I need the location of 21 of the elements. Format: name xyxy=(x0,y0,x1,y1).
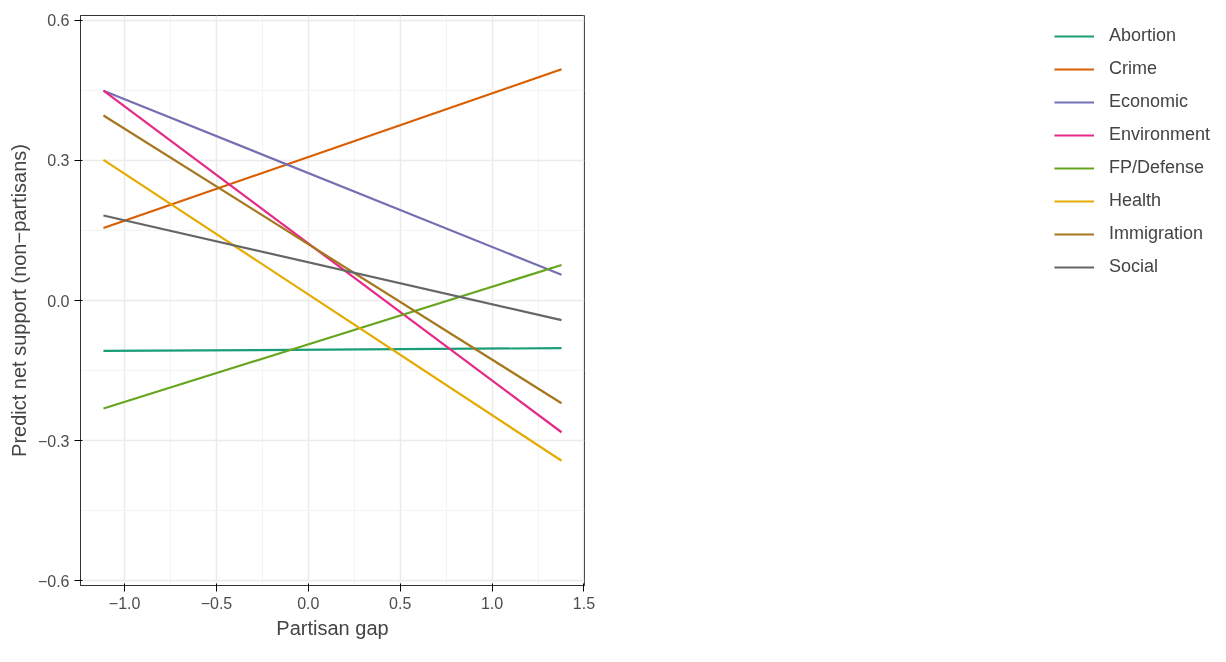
legend-label: Health xyxy=(1108,190,1161,211)
y-tick-label: −0.3 xyxy=(37,432,70,450)
legend-label: Crime xyxy=(1108,58,1157,79)
legend-label: Social xyxy=(1108,256,1158,277)
y-tick-label: 0.6 xyxy=(47,12,70,30)
x-tick-label: −1.0 xyxy=(108,594,141,612)
y-tick-label: 0.3 xyxy=(47,152,70,170)
legend-label: Abortion xyxy=(1108,25,1176,46)
x-axis-title: Partisan gap xyxy=(276,616,389,639)
y-tick-label: −0.6 xyxy=(37,572,70,590)
y-axis-title: Predict net support (non−partisans) xyxy=(7,144,30,457)
x-tick-label: 1.0 xyxy=(480,594,504,612)
x-tick-label: 0.0 xyxy=(297,594,320,612)
legend-label: FP/Defense xyxy=(1108,157,1204,178)
y-tick-label: 0.0 xyxy=(47,292,70,310)
legend-label: Economic xyxy=(1108,91,1188,112)
legend-label: Environment xyxy=(1108,124,1210,145)
x-tick-label: 0.5 xyxy=(389,594,412,612)
x-tick-label: −0.5 xyxy=(200,594,233,612)
x-tick-label: 1.5 xyxy=(572,594,596,612)
legend-label: Immigration xyxy=(1108,223,1203,244)
